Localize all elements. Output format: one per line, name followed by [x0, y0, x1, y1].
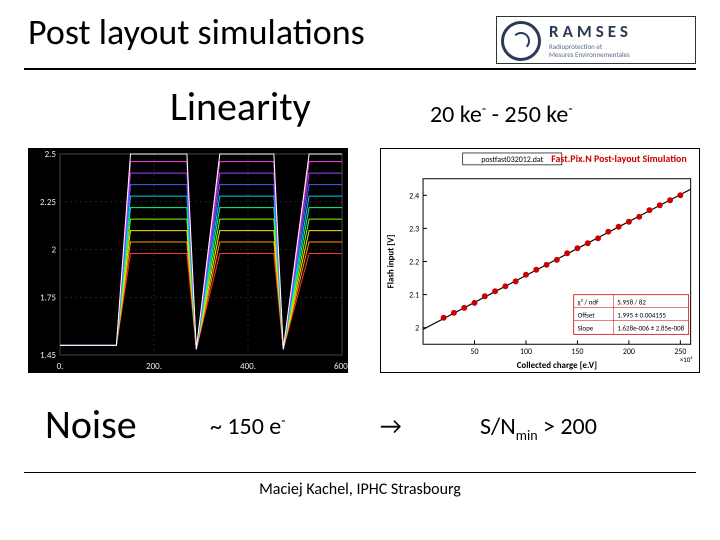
divider-top	[24, 68, 696, 70]
svg-text:2.3: 2.3	[409, 224, 419, 234]
svg-text:2: 2	[51, 245, 56, 256]
svg-text:2.5: 2.5	[45, 149, 57, 160]
svg-text:Offset: Offset	[578, 310, 596, 319]
svg-text:2.1: 2.1	[409, 291, 419, 301]
svg-text:150: 150	[571, 347, 583, 357]
svg-text:χ² / ndf: χ² / ndf	[577, 298, 599, 307]
noise-label: Noise	[45, 400, 137, 449]
footer-author: Maciej Kachel, IPHC Strasbourg	[0, 480, 720, 499]
svg-text:1.995 ± 0.004155: 1.995 ± 0.004155	[617, 310, 666, 319]
snmin-label: S/Nmin > 200	[480, 412, 597, 444]
svg-text:5.958 / 82: 5.958 / 82	[617, 298, 646, 307]
svg-text:postfast032012.dat: postfast032012.dat	[481, 155, 543, 165]
range-label: 20 ke- - 250 ke-	[430, 100, 573, 129]
svg-text:Fast.Pix.N Post-layout Simulat: Fast.Pix.N Post-layout Simulation	[551, 153, 686, 165]
svg-text:600.: 600.	[334, 361, 348, 372]
page-title: Post layout simulations	[28, 10, 365, 54]
range-high: 250 ke	[504, 100, 568, 129]
logo-name: RAMSES	[549, 21, 632, 42]
arrow-icon: →	[380, 412, 402, 441]
plot-oscilloscope: 0. 200. 400. 600. 1.45 1.75 2 2.25 2.5	[28, 148, 348, 373]
svg-text:400.: 400.	[240, 361, 256, 372]
divider-bottom	[24, 472, 696, 473]
svg-text:0.: 0.	[57, 361, 64, 372]
snmin-sub: min	[516, 427, 538, 444]
snmin-prefix: S/N	[480, 412, 516, 441]
svg-text:200.: 200.	[146, 361, 162, 372]
plot-linearity-svg: postfast032012.dat Fast.Pix.N Post-layout…	[381, 149, 699, 372]
logo-subtitle: Radioprotection etMesures Environnementa…	[549, 43, 630, 59]
noise-value: ~ 150 e-	[210, 412, 286, 441]
svg-text:Collected charge [e.V]: Collected charge [e.V]	[517, 361, 597, 371]
range-low: 20 ke	[430, 100, 482, 129]
svg-text:1.75: 1.75	[40, 293, 56, 304]
svg-text:2: 2	[415, 324, 419, 334]
snmin-rest: > 200	[538, 412, 597, 441]
svg-text:50: 50	[471, 347, 479, 357]
plot-linearity: postfast032012.dat Fast.Pix.N Post-layout…	[380, 148, 700, 373]
noise-value-text: ~ 150 e	[210, 412, 281, 441]
slide: Post layout simulations RAMSES Radioprot…	[0, 0, 720, 540]
plot-oscilloscope-svg: 0. 200. 400. 600. 1.45 1.75 2 2.25 2.5	[28, 148, 348, 373]
svg-text:1.628e-006 ± 2.85e-008: 1.628e-006 ± 2.85e-008	[617, 323, 684, 332]
svg-text:200: 200	[623, 347, 635, 357]
svg-text:2.2: 2.2	[409, 257, 419, 267]
range-sep: -	[492, 100, 505, 129]
logo-ring-icon	[501, 21, 541, 61]
svg-text:2.25: 2.25	[40, 197, 56, 208]
svg-text:Flash input [V]: Flash input [V]	[386, 235, 396, 289]
logo-ramses: RAMSES Radioprotection etMesures Environ…	[496, 16, 696, 64]
svg-text:1.45: 1.45	[40, 350, 56, 361]
subtitle-linearity: Linearity	[170, 82, 311, 131]
svg-text:×10³: ×10³	[680, 355, 693, 364]
svg-text:2.4: 2.4	[409, 191, 419, 201]
svg-text:Slope: Slope	[578, 323, 594, 332]
svg-text:100: 100	[520, 347, 532, 357]
